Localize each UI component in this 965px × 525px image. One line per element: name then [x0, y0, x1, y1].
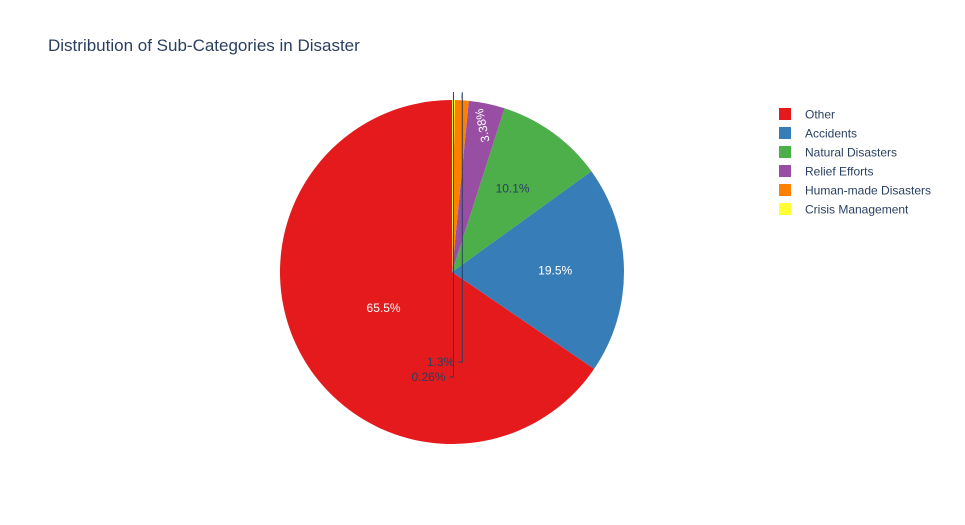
legend-label-natural-disasters: Natural Disasters	[805, 146, 897, 160]
legend-swatch-accidents	[779, 127, 791, 139]
legend-item-crisis-management[interactable]: Crisis Management	[779, 203, 909, 217]
slice-label-other: 65.5%	[367, 301, 401, 315]
pie-slice-relief-efforts[interactable]	[452, 100, 505, 272]
slice-label-crisis-management: 0.26%	[411, 370, 445, 384]
legend-swatch-natural-disasters	[779, 146, 791, 158]
pie-slice-other[interactable]	[279, 100, 595, 445]
legend-item-human-made-disasters[interactable]: Human-made Disasters	[779, 184, 931, 198]
legend-item-relief-efforts[interactable]: Relief Efforts	[779, 165, 873, 179]
legend-swatch-crisis-management	[779, 203, 791, 215]
slice-label-human-made-disasters: 1.3%	[427, 355, 455, 369]
chart-title: Distribution of Sub-Categories in Disast…	[48, 36, 360, 55]
slice-label-relief-efforts: 3.38%	[472, 107, 493, 143]
legend-label-crisis-management: Crisis Management	[805, 203, 909, 217]
legend-item-accidents[interactable]: Accidents	[779, 127, 857, 141]
slice-labels: 65.5% 19.5% 10.1% 3.38% 1.3%0.26%	[367, 92, 573, 384]
pie-slice-human-made-disasters[interactable]	[452, 100, 469, 272]
pie-slice-natural-disasters[interactable]	[452, 108, 592, 272]
pie-slice-accidents[interactable]	[452, 171, 624, 369]
legend-swatch-relief-efforts	[779, 165, 791, 177]
pie-slices	[279, 100, 624, 445]
legend-item-other[interactable]: Other	[779, 108, 835, 122]
legend-swatch-human-made-disasters	[779, 184, 791, 196]
legend: Other Accidents Natural Disasters Relief Ef…	[779, 108, 931, 217]
legend-label-relief-efforts: Relief Efforts	[805, 165, 873, 179]
leader-line-crisis-management	[449, 92, 454, 378]
legend-label-other: Other	[805, 108, 835, 122]
slice-label-accidents: 19.5%	[538, 264, 572, 278]
legend-label-accidents: Accidents	[805, 127, 857, 141]
legend-swatch-other	[779, 108, 791, 120]
leader-line-human-made-disasters	[458, 92, 463, 363]
legend-label-human-made-disasters: Human-made Disasters	[805, 184, 931, 198]
legend-item-natural-disasters[interactable]: Natural Disasters	[779, 146, 897, 160]
slice-label-natural-disasters: 10.1%	[496, 181, 530, 195]
